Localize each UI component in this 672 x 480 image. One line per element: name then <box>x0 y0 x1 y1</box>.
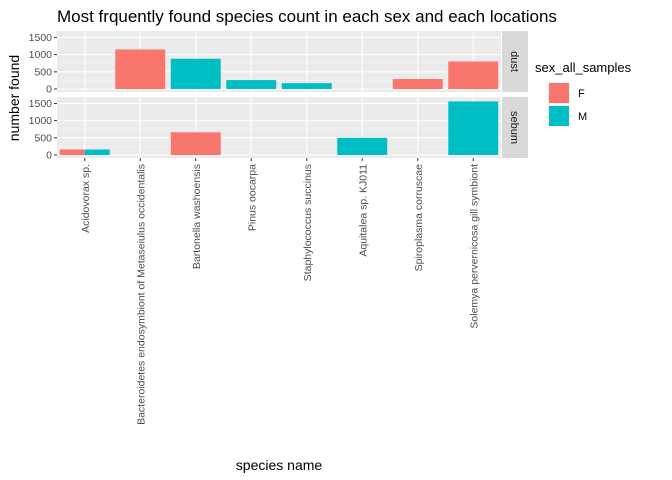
x-tick-label: Bacteroidetes endosymbiont of Metaseiulu… <box>135 164 147 425</box>
bar-dust-F-7 <box>448 61 499 89</box>
x-axis-tick-labels: Acidovorax sp. Bacteroidetes endosymbiont… <box>80 158 480 425</box>
legend-title: sex_all_samples <box>535 60 632 75</box>
x-tick-label: Aquitalea sp. KJ011 <box>357 164 369 257</box>
bar-sebum-F-2 <box>170 132 221 155</box>
legend-label-M: M <box>578 111 587 123</box>
x-tick-label: Staphylococcus succinus <box>302 164 314 281</box>
facet-strip-label: sebum <box>508 111 520 144</box>
bar-sebum-M-0 <box>84 149 110 155</box>
panel-background <box>57 97 501 158</box>
bar-dust-M-2 <box>170 58 221 89</box>
facet-panels: 0 500 1000 1500 dust 0 500 1000 1500 sebum <box>29 31 528 162</box>
y-axis-title: number found <box>6 55 22 141</box>
bar-sebum-M-7 <box>448 101 499 155</box>
facet-strip <box>502 31 528 92</box>
facet-strip <box>502 97 528 158</box>
bar-sebum-F-0 <box>59 149 85 155</box>
chart-title: Most frquently found species count in ea… <box>57 7 557 26</box>
bar-sebum-M-5 <box>337 137 388 155</box>
y-tick-label: 0 <box>46 150 52 162</box>
facet-strip-label: dust <box>508 51 520 72</box>
y-tick-label: 1500 <box>29 98 53 110</box>
y-tick-label: 500 <box>34 132 52 144</box>
y-tick-label: 0 <box>46 84 52 96</box>
legend-key-M <box>549 106 569 126</box>
legend-label-F: F <box>578 88 585 100</box>
y-tick-label: 1000 <box>29 49 53 61</box>
x-tick-label: Pinus oocarpa <box>246 164 258 231</box>
y-tick-label: 500 <box>34 66 52 78</box>
x-tick-label: Bartonella washoensis <box>191 164 203 269</box>
legend-key-F <box>549 83 569 103</box>
legend: sex_all_samples FM <box>535 60 632 127</box>
x-tick-label: Acidovorax sp. <box>80 164 92 233</box>
x-tick-label: Solemya pervernicosa gill symbiont <box>468 164 480 329</box>
facet-panel-sebum: 0 500 1000 1500 sebum <box>29 97 528 162</box>
bar-dust-F-6 <box>392 79 443 89</box>
x-tick-label: Spiroplasma corruscae <box>413 164 425 272</box>
facet-panel-dust: 0 500 1000 1500 dust <box>29 31 528 96</box>
y-tick-label: 1500 <box>29 32 53 44</box>
y-tick-label: 1000 <box>29 115 53 127</box>
x-axis-title: species name <box>236 457 323 473</box>
bar-dust-M-4 <box>281 83 332 89</box>
bar-dust-F-1 <box>115 49 166 89</box>
bar-dust-M-3 <box>226 80 277 89</box>
